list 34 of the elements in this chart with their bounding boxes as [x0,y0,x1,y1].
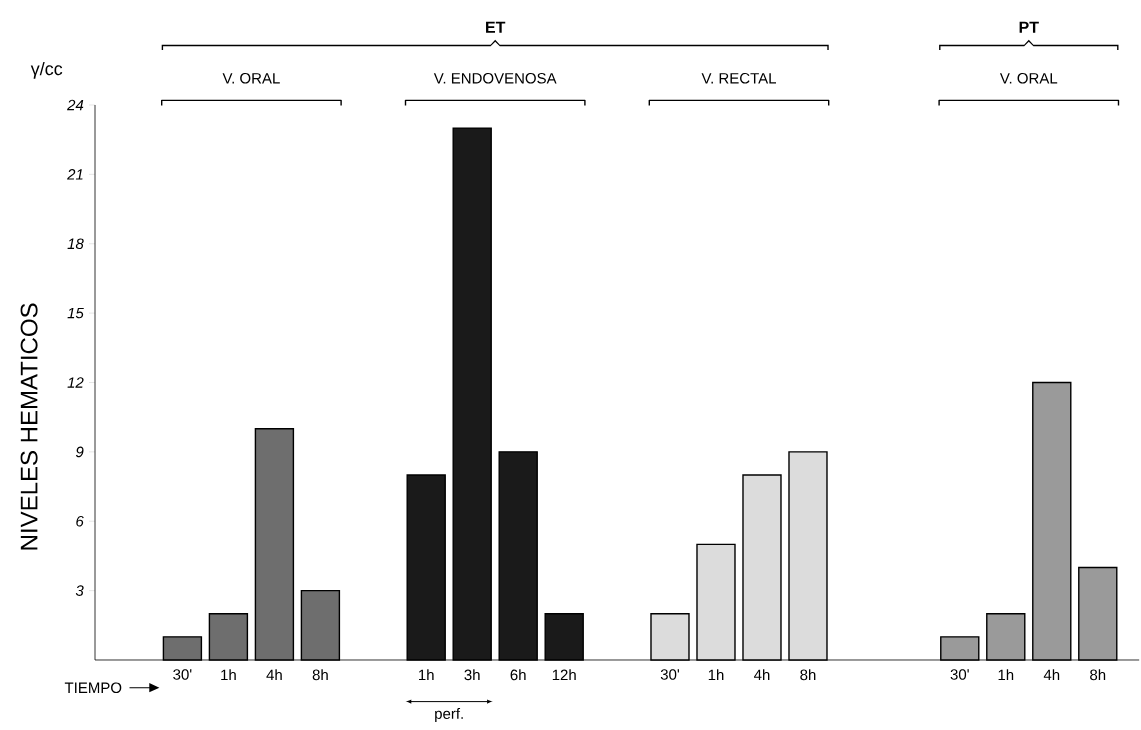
x-tick-label: 1h [708,669,724,681]
text: V. ORAL [999,72,1058,84]
y-tick-label: 9 [75,446,84,458]
x-tick-label: 4h [1043,669,1060,681]
text: perf. [435,707,463,722]
x-tick-label: 30' [173,669,192,680]
text: ET [486,21,506,33]
y-tick-label: 3 [75,585,84,596]
y-tick-label: 6 [76,515,84,527]
x-tick-label: 4h [266,669,282,681]
x-tick-label: 8h [312,669,328,681]
x-tick-label: 1h [221,669,236,681]
x-tick-label: 8h [1090,669,1106,681]
text: V. RECTAL [701,72,777,84]
y-axis-title: NIVELES HEMATICOS [20,303,38,550]
text: V. ORAL [222,72,280,84]
y-tick-label: 12 [67,377,84,388]
x-tick-label: 4h [753,669,770,681]
text: TIEMPO [64,682,122,694]
x-tick-label: 8h [800,669,816,681]
text: γ/cc [30,61,63,79]
x-tick-label: 1h [998,669,1014,681]
y-tick-label: 24 [67,99,84,111]
y-tick-label: 15 [67,307,84,319]
x-tick-label: 3h [464,669,480,681]
y-tick-label: 18 [67,238,84,250]
text: PT [1019,21,1039,33]
x-tick-label: 12h [552,669,576,681]
y-tick-label: 21 [67,169,83,180]
x-tick-label: 6h [510,669,526,681]
x-tick-label: 1h [419,669,434,681]
x-tick-label: 30' [660,669,679,680]
text: V. ENDOVENOSA [433,72,557,84]
x-tick-label: 30' [950,669,969,680]
